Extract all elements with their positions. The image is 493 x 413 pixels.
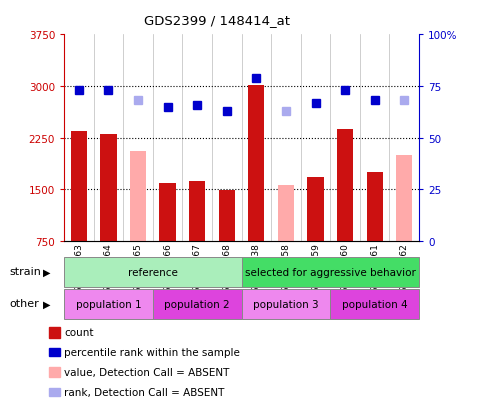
Text: selected for aggressive behavior: selected for aggressive behavior <box>245 267 416 277</box>
Bar <box>337 129 353 242</box>
Bar <box>242 257 419 287</box>
Bar <box>189 182 206 242</box>
Bar <box>130 152 146 242</box>
Bar <box>219 191 235 242</box>
Text: population 1: population 1 <box>75 299 141 309</box>
Bar <box>278 186 294 242</box>
Text: ▶: ▶ <box>43 299 51 309</box>
Text: rank, Detection Call = ABSENT: rank, Detection Call = ABSENT <box>64 387 224 397</box>
Text: population 2: population 2 <box>164 299 230 309</box>
Bar <box>396 156 412 242</box>
Bar <box>160 183 176 242</box>
Text: strain: strain <box>10 267 42 277</box>
Text: reference: reference <box>128 267 178 277</box>
Bar <box>242 289 330 319</box>
Bar <box>64 289 153 319</box>
Bar <box>64 257 242 287</box>
Bar <box>71 131 87 242</box>
Text: value, Detection Call = ABSENT: value, Detection Call = ABSENT <box>64 367 229 377</box>
Text: population 4: population 4 <box>342 299 408 309</box>
Bar <box>367 173 383 242</box>
Bar <box>248 85 264 242</box>
Text: GDS2399 / 148414_at: GDS2399 / 148414_at <box>144 14 290 27</box>
Text: population 3: population 3 <box>253 299 319 309</box>
Text: ▶: ▶ <box>43 267 51 277</box>
Bar <box>153 289 242 319</box>
Text: other: other <box>10 299 39 309</box>
Text: percentile rank within the sample: percentile rank within the sample <box>64 347 240 357</box>
Bar <box>330 289 419 319</box>
Text: count: count <box>64 328 94 337</box>
Bar <box>101 135 117 242</box>
Bar <box>308 178 324 242</box>
